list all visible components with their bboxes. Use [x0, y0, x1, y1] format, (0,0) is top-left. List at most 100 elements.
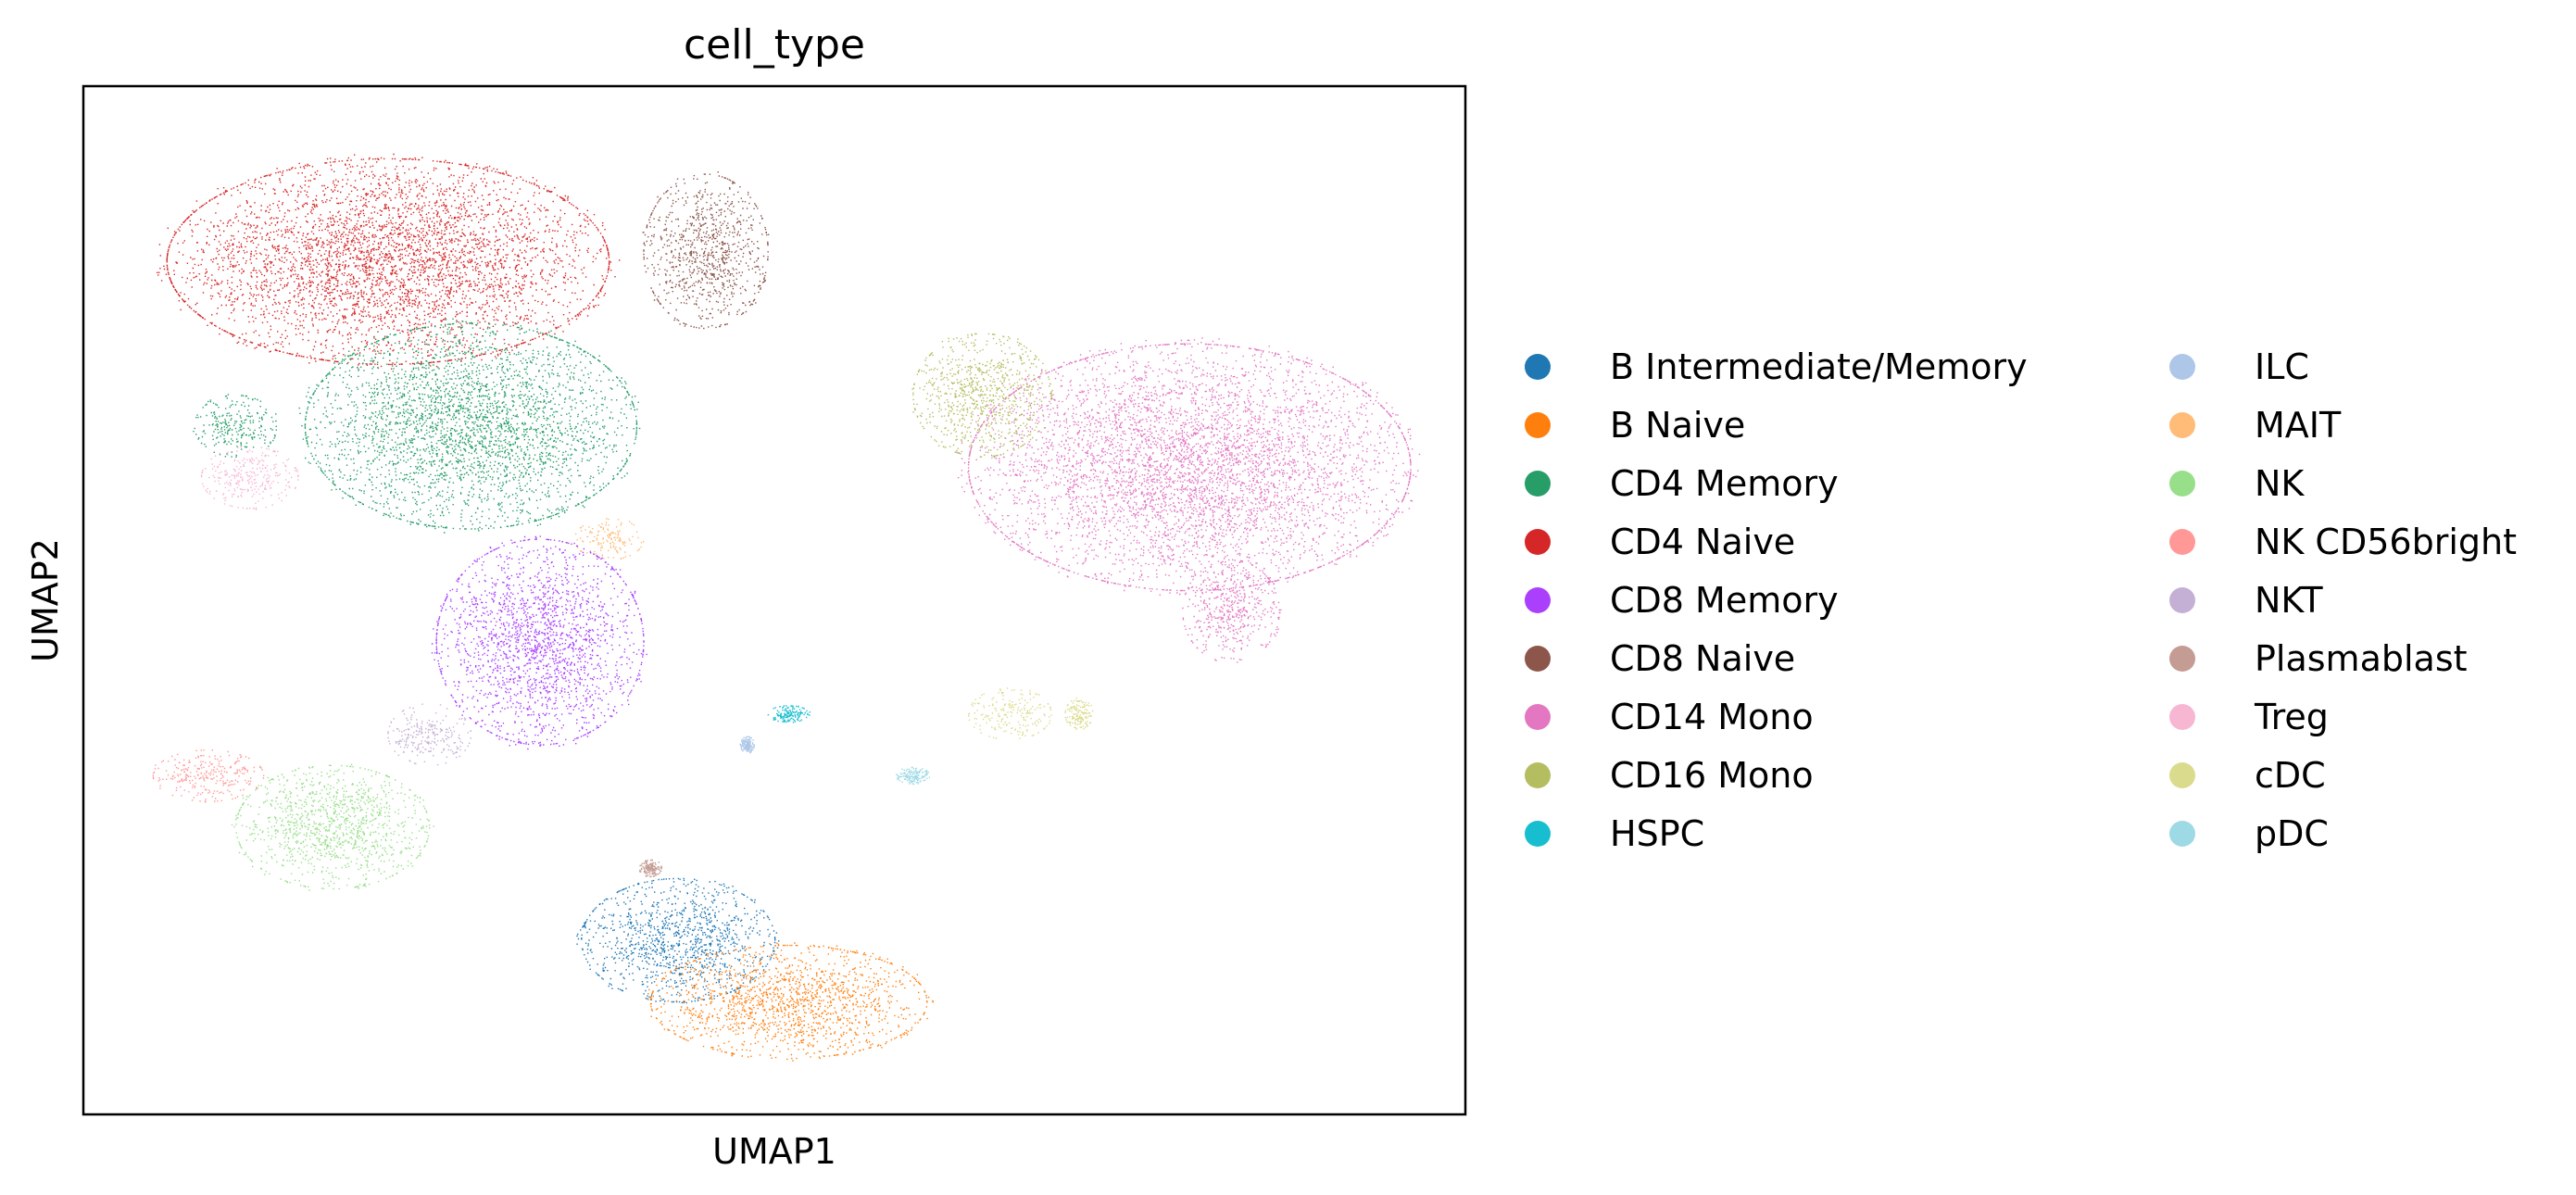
legend-label: Treg — [2254, 697, 2329, 737]
legend-marker — [2169, 587, 2195, 613]
cluster-nkt — [387, 703, 471, 766]
cluster-points — [387, 703, 471, 766]
legend-item: NKT — [2169, 580, 2323, 621]
legend: B Intermediate/Memory B Naive CD4 Memory CD… — [1525, 346, 2517, 854]
legend-label: CD8 Memory — [1610, 580, 1839, 621]
legend-item: MAIT — [2169, 405, 2342, 446]
cluster-points — [642, 171, 770, 330]
legend-item: Plasmablast — [2169, 638, 2468, 679]
legend-label: CD14 Mono — [1610, 697, 1814, 737]
cluster-points — [1182, 559, 1282, 663]
cluster-points — [896, 766, 931, 786]
cluster-hspc — [767, 705, 810, 723]
legend-marker — [2169, 821, 2195, 847]
cluster-cd4-memory — [298, 318, 641, 534]
legend-marker — [2169, 471, 2195, 497]
cluster-cd8-memory — [431, 535, 647, 750]
cluster-b-intermediate-memory — [576, 877, 780, 1004]
legend-label: Plasmablast — [2255, 638, 2468, 679]
legend-label: NK — [2255, 463, 2305, 504]
cluster-points — [739, 736, 755, 754]
legend-item: B Naive — [1525, 405, 1745, 446]
legend-label: CD4 Naive — [1610, 522, 1795, 562]
legend-item: CD8 Memory — [1525, 580, 1839, 621]
cluster-points — [152, 749, 265, 803]
cluster-b-naive — [647, 942, 934, 1062]
plot-area — [82, 84, 1467, 1116]
legend-item: CD14 Mono — [1525, 697, 1814, 737]
legend-item: B Intermediate/Memory — [1525, 346, 2028, 387]
cluster-treg — [200, 447, 299, 510]
cluster-mait — [574, 518, 645, 560]
cluster-points — [1064, 697, 1094, 730]
legend-marker — [2169, 412, 2195, 438]
cluster-cdc — [1064, 697, 1094, 730]
cluster-cd4-memory — [193, 394, 277, 458]
legend-marker — [2169, 704, 2195, 730]
legend-item: pDC — [2169, 813, 2329, 854]
x-axis-label: UMAP1 — [712, 1131, 836, 1172]
plot-frame — [82, 84, 1467, 1116]
legend-marker — [1525, 704, 1551, 730]
y-axis-label: UMAP2 — [25, 538, 66, 662]
cluster-points — [767, 705, 810, 723]
legend-label: cDC — [2255, 755, 2326, 796]
cluster-points — [231, 763, 434, 891]
legend-marker — [2169, 762, 2195, 788]
cluster-points — [576, 877, 780, 1004]
cluster-nk — [231, 763, 434, 891]
legend-marker — [2169, 529, 2195, 555]
scatter-points — [152, 153, 1421, 1062]
legend-marker — [1525, 821, 1551, 847]
cluster-points — [200, 447, 299, 510]
legend-label: NKT — [2255, 580, 2323, 621]
cluster-points — [639, 859, 662, 877]
legend-label: B Naive — [1610, 405, 1745, 446]
legend-item: HSPC — [1525, 813, 1704, 854]
legend-marker — [1525, 762, 1551, 788]
cluster-cd4-naive — [157, 153, 621, 370]
cluster-plasmablast — [639, 859, 662, 877]
legend-item: CD16 Mono — [1525, 755, 1814, 796]
cluster-points — [957, 337, 1421, 596]
legend-item: NK CD56bright — [2169, 522, 2517, 562]
legend-item: CD4 Naive — [1525, 522, 1795, 562]
legend-label: CD8 Naive — [1610, 638, 1795, 679]
cluster-cd14-mono — [957, 337, 1421, 596]
legend-label: CD4 Memory — [1610, 463, 1839, 504]
legend-marker — [1525, 354, 1551, 380]
legend-label: B Intermediate/Memory — [1610, 346, 2028, 387]
legend-label: CD16 Mono — [1610, 755, 1814, 796]
cluster-nk-cd56bright — [152, 749, 265, 803]
cluster-cd14-mono — [1182, 559, 1282, 663]
legend-label: pDC — [2255, 813, 2329, 854]
legend-item: NK — [2169, 463, 2305, 504]
legend-label: NK CD56bright — [2255, 522, 2517, 562]
cluster-cd16-mono — [911, 333, 1053, 459]
cluster-cdc — [967, 687, 1052, 739]
legend-item: cDC — [2169, 755, 2326, 796]
legend-item: ILC — [2169, 346, 2309, 387]
cluster-points — [574, 518, 645, 560]
cluster-points — [647, 942, 934, 1062]
cluster-points — [193, 394, 277, 458]
cluster-cd8-naive — [642, 171, 770, 330]
legend-marker — [2169, 646, 2195, 672]
cluster-points — [911, 333, 1053, 459]
cluster-points — [967, 687, 1052, 739]
legend-marker — [2169, 354, 2195, 380]
chart-title: cell_type — [684, 21, 865, 69]
legend-item: Treg — [2169, 697, 2329, 737]
cluster-ilc — [739, 736, 755, 754]
cluster-points — [298, 318, 641, 534]
legend-item: CD8 Naive — [1525, 638, 1795, 679]
legend-marker — [1525, 412, 1551, 438]
legend-marker — [1525, 529, 1551, 555]
cluster-points — [157, 153, 621, 370]
cluster-pdc — [896, 766, 931, 786]
legend-marker — [1525, 587, 1551, 613]
legend-label: HSPC — [1610, 813, 1704, 854]
legend-label: MAIT — [2255, 405, 2342, 446]
cluster-points — [431, 535, 647, 750]
